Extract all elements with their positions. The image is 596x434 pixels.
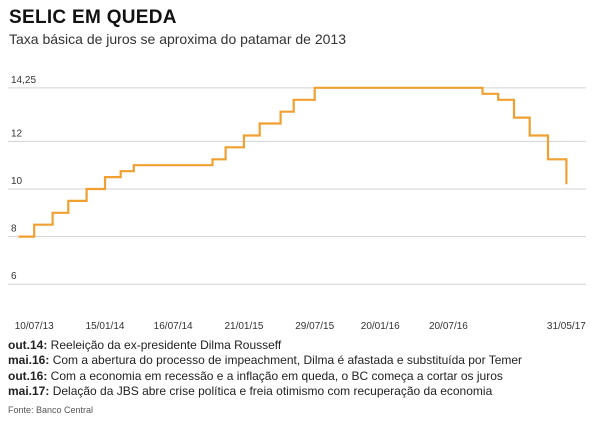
x-tick-label: 16/07/14: [154, 321, 193, 332]
note-text: Com a economia em recessão e a inflação …: [47, 368, 503, 383]
note-text: Reeleição da ex-presidente Dilma Roussef…: [47, 338, 282, 352]
y-axis-ticks: 14,25 12 10 8 6: [11, 75, 36, 282]
series-line: [18, 86, 568, 238]
note-date: out.16:: [8, 368, 48, 383]
x-tick-label: 20/07/16: [429, 321, 468, 332]
note-row: mai.17: Delação da JBS abre crise políti…: [8, 384, 522, 399]
x-tick-label: 20/01/16: [361, 321, 400, 332]
note-row: out.14: Reeleição da ex-presidente Dilma…: [8, 338, 522, 353]
note-row: mai.16: Com a abertura do processo de im…: [8, 353, 522, 368]
note-date: mai.17:: [8, 384, 50, 399]
grid: [8, 87, 586, 285]
selic-step-chart: 14,25 12 10 8 6 10/07/13 15/01/14 16/07/14 21/0…: [8, 75, 587, 332]
x-tick-label: 29/07/15: [295, 321, 334, 332]
x-tick-label: 10/07/13: [15, 321, 54, 332]
note-row: out.16: Com a economia em recessão e a i…: [8, 369, 522, 384]
note-text: Delação da JBS abre crise política e fre…: [49, 384, 493, 399]
note-date: out.14:: [8, 338, 48, 352]
source-note: Fonte: Banco Central: [8, 405, 94, 415]
y-tick-label: 12: [11, 128, 23, 139]
series: [18, 86, 568, 238]
x-tick-label: 31/05/17: [547, 321, 586, 332]
y-tick-label: 10: [11, 176, 23, 187]
y-tick-label: 8: [11, 224, 17, 235]
y-tick-label: 14,25: [11, 75, 36, 86]
note-date: mai.16:: [8, 353, 50, 368]
y-tick-label: 6: [11, 271, 17, 282]
x-axis-ticks: 10/07/13 15/01/14 16/07/14 21/01/15 29/07/15…: [15, 321, 587, 332]
event-notes: out.14: Reeleição da ex-presidente Dilma…: [8, 338, 522, 400]
x-tick-label: 21/01/15: [224, 321, 263, 332]
chart-title: SELIC EM QUEDA: [9, 7, 177, 28]
note-text: Com a abertura do processo de impeachmen…: [49, 353, 523, 368]
chart-subtitle: Taxa básica de juros se aproxima do pata…: [9, 31, 346, 47]
x-tick-label: 15/01/14: [86, 321, 125, 332]
